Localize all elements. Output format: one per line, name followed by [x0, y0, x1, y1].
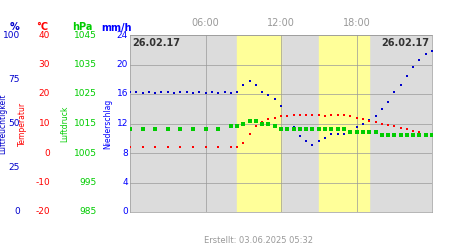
- Text: 12: 12: [117, 119, 128, 128]
- Text: °C: °C: [36, 22, 48, 32]
- Text: Temperatur: Temperatur: [18, 102, 27, 146]
- Text: 0: 0: [44, 148, 50, 158]
- Text: 4: 4: [122, 178, 128, 187]
- Text: 26.02.17: 26.02.17: [382, 38, 430, 48]
- Bar: [319, 35, 369, 212]
- Text: 50: 50: [9, 119, 20, 128]
- Text: 8: 8: [122, 148, 128, 158]
- Text: -20: -20: [36, 208, 50, 216]
- Text: 12:00: 12:00: [267, 18, 295, 28]
- Text: 24: 24: [117, 30, 128, 40]
- Text: 10: 10: [39, 119, 50, 128]
- Text: 1035: 1035: [74, 60, 97, 69]
- Text: 1005: 1005: [74, 148, 97, 158]
- Text: Niederschlag: Niederschlag: [104, 98, 112, 148]
- Text: Luftdruck: Luftdruck: [60, 105, 69, 142]
- Text: 25: 25: [9, 163, 20, 172]
- Bar: [237, 35, 281, 212]
- Text: 06:00: 06:00: [192, 18, 220, 28]
- Text: 995: 995: [80, 178, 97, 187]
- Text: 75: 75: [9, 75, 20, 84]
- Text: 20: 20: [39, 90, 50, 98]
- Text: Erstellt: 03.06.2025 05:32: Erstellt: 03.06.2025 05:32: [204, 236, 313, 245]
- Text: 16: 16: [117, 90, 128, 98]
- Text: hPa: hPa: [72, 22, 92, 32]
- Text: Luftfeuchtigkeit: Luftfeuchtigkeit: [0, 93, 8, 154]
- Text: 985: 985: [80, 208, 97, 216]
- Text: 1015: 1015: [74, 119, 97, 128]
- Text: mm/h: mm/h: [102, 22, 132, 32]
- Text: 26.02.17: 26.02.17: [132, 38, 180, 48]
- Text: 1045: 1045: [74, 30, 97, 40]
- Text: %: %: [9, 22, 19, 32]
- Text: 18:00: 18:00: [342, 18, 370, 28]
- Text: 20: 20: [117, 60, 128, 69]
- Text: 0: 0: [14, 208, 20, 216]
- Text: 0: 0: [122, 208, 128, 216]
- Text: 1025: 1025: [74, 90, 97, 98]
- Text: 100: 100: [3, 30, 20, 40]
- Text: 40: 40: [39, 30, 50, 40]
- Text: -10: -10: [35, 178, 50, 187]
- Text: 30: 30: [39, 60, 50, 69]
